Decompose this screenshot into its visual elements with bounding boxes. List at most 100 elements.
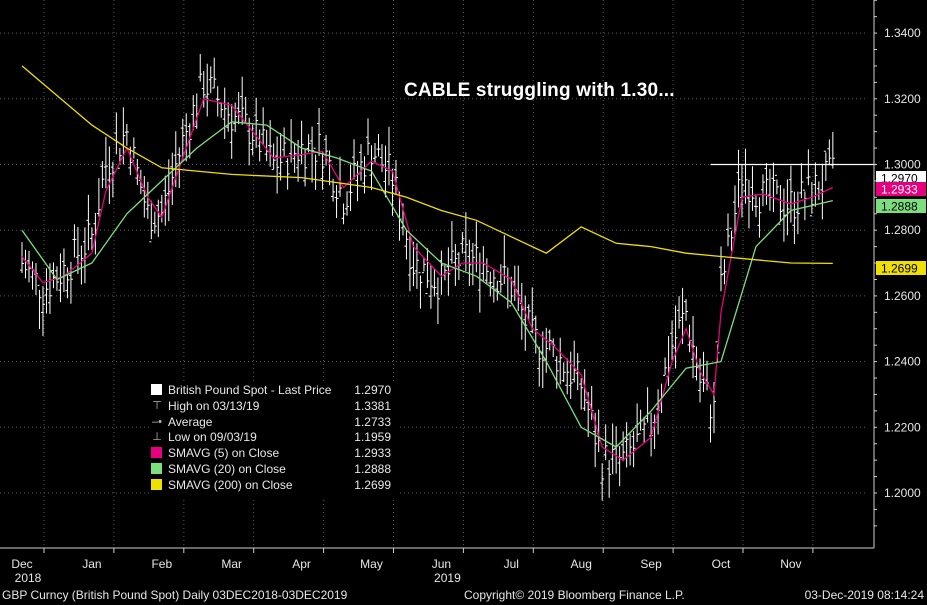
price-bar (743, 148, 748, 204)
price-bar (781, 188, 786, 242)
price-bar (40, 286, 45, 336)
price-bar (442, 263, 447, 281)
legend-label: Low on 09/03/19 (168, 430, 257, 445)
price-bar (306, 134, 311, 153)
x-year-label: 2018 (15, 571, 42, 585)
legend-row: ⊤ High on 03/13/19 1.3381 (149, 399, 399, 415)
average-line-icon: –• (152, 415, 162, 428)
price-bar (271, 143, 276, 171)
price-bar (421, 257, 426, 274)
price-bar (498, 264, 503, 293)
legend-row: –• Average 1.2733 (149, 415, 399, 431)
price-bar (708, 404, 713, 443)
price-bar (352, 139, 357, 180)
price-bar (156, 199, 161, 237)
price-bar (275, 136, 280, 194)
legend-value: 1.2699 (354, 477, 391, 492)
price-bar (463, 212, 468, 272)
price-bar (247, 117, 252, 166)
price-bar (540, 331, 545, 388)
price-bar (565, 358, 570, 395)
price-bar (568, 351, 573, 399)
price-bar (82, 227, 87, 284)
legend-value: 1.2733 (354, 414, 391, 429)
price-bar (324, 134, 329, 166)
price-bar (614, 426, 619, 474)
price-bar (453, 244, 458, 286)
chart-title: CABLE struggling with 1.30... (404, 80, 675, 101)
price-bar (802, 189, 807, 221)
price-bar (792, 191, 797, 244)
y-axis: 1.2000 1.2200 1.2400 1.2600 1.2800 1.3000 1.32… (873, 0, 921, 548)
last-value-tag-bg (876, 182, 926, 196)
price-bar (341, 203, 346, 225)
price-bar (198, 54, 203, 82)
price-bar (47, 263, 52, 315)
price-bar (729, 227, 734, 252)
price-bar (292, 142, 297, 173)
price-bar (338, 156, 343, 197)
price-bar (383, 145, 388, 198)
price-bar (233, 102, 238, 133)
price-bar (33, 263, 38, 296)
price-bar (205, 63, 210, 117)
price-bar (558, 337, 563, 385)
price-bar (439, 250, 444, 295)
price-bar (449, 221, 454, 264)
price-bar (722, 259, 727, 285)
x-tick-label: Mar (221, 557, 242, 571)
price-bar (491, 268, 496, 303)
price-bar (114, 112, 119, 155)
x-tick-label: Oct (712, 557, 731, 571)
price-bar (516, 265, 521, 312)
x-tick-label: Jul (504, 557, 519, 571)
y-tick-label: 1.2800 (884, 223, 921, 237)
price-bar (572, 340, 577, 383)
price-bar (89, 227, 94, 250)
price-bar (313, 147, 318, 190)
last-value-tag-bg (876, 171, 926, 185)
price-bar (603, 424, 608, 461)
legend-row: SMAVG (20) on Close 1.2888 (149, 462, 399, 478)
price-bar (222, 87, 227, 139)
y-tick-label: 1.3000 (884, 158, 921, 172)
price-bar (435, 277, 440, 324)
price-bar (103, 136, 108, 189)
y-tick-label: 1.2000 (884, 486, 921, 500)
price-bar (372, 143, 377, 164)
price-bar (816, 181, 821, 201)
price-bar (303, 148, 308, 187)
price-bar (757, 197, 762, 238)
price-bar (334, 185, 339, 219)
price-bar (379, 144, 384, 173)
price-bar (229, 104, 234, 159)
price-bar (830, 131, 835, 169)
x-tick-label: Jan (82, 557, 101, 571)
price-bar (774, 174, 779, 195)
legend-value: 1.2933 (354, 446, 391, 461)
price-bar (320, 152, 325, 190)
price-bar (460, 232, 465, 254)
price-bar (617, 446, 622, 487)
price-bar (732, 185, 737, 236)
x-tick-label: Nov (780, 557, 801, 571)
last-value-tag: 1.2888 (876, 199, 926, 214)
price-bar (505, 267, 510, 309)
price-bar (642, 416, 647, 443)
price-bar (411, 241, 416, 287)
price-bar (107, 146, 112, 204)
legend-label: British Pound Spot - Last Price (168, 383, 332, 397)
price-bar (23, 249, 28, 279)
price-bar (170, 152, 175, 205)
price-bar (537, 346, 542, 387)
price-bar (131, 137, 136, 162)
x-tick-label: Apr (292, 557, 311, 571)
series-line-smavg-200- (21, 65, 833, 265)
legend-value: 1.2970 (354, 383, 391, 397)
high-marker-icon: ⊤ (152, 399, 162, 412)
price-bar (390, 168, 395, 216)
price-bar (561, 362, 566, 382)
last-value-tag-bg (876, 261, 926, 275)
price-bar (785, 179, 790, 236)
low-marker-icon: ⊥ (152, 431, 162, 444)
